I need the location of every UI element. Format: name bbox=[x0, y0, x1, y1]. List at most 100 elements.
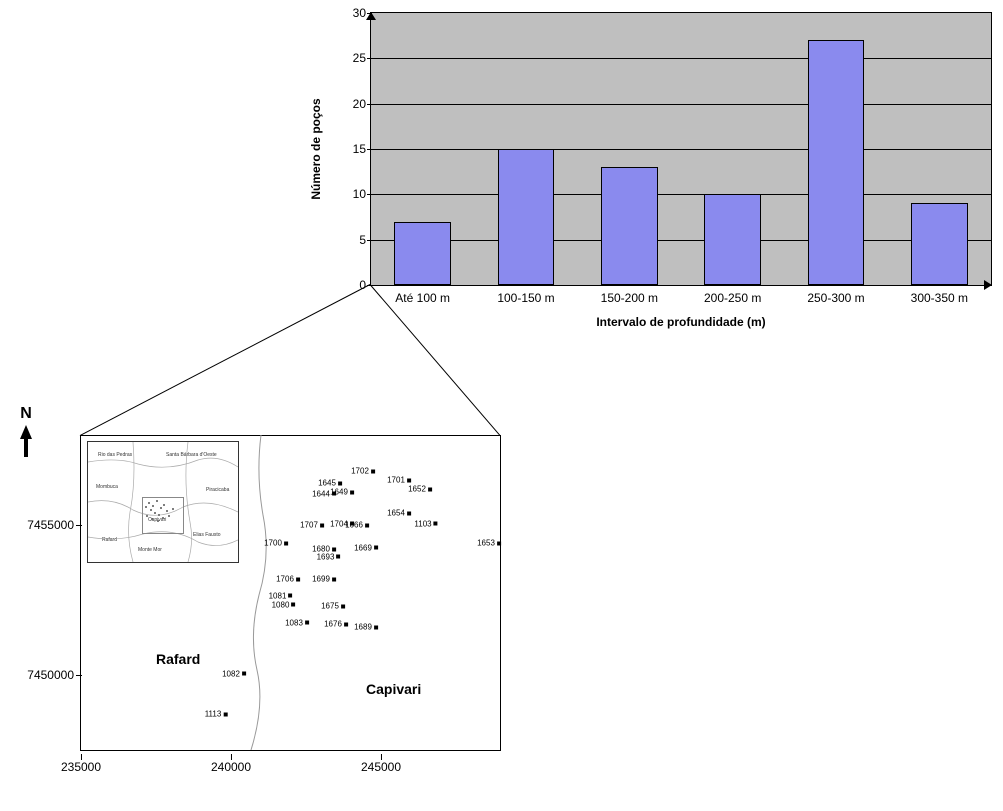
well-point: 1675 bbox=[321, 602, 345, 611]
map-x-tick-label: 235000 bbox=[61, 760, 101, 774]
well-point: 1666 bbox=[345, 521, 369, 530]
bar bbox=[911, 203, 968, 285]
well-marker-icon bbox=[338, 481, 342, 485]
well-id-label: 1693 bbox=[317, 552, 335, 561]
y-tick-label: 5 bbox=[306, 233, 366, 247]
well-marker-icon bbox=[407, 511, 411, 515]
well-id-label: 1676 bbox=[324, 620, 342, 629]
map-plot-area: Rio das Pedras Santa Bárbara d'Oeste Mom… bbox=[80, 435, 501, 751]
x-axis-arrow-icon bbox=[984, 280, 992, 290]
well-id-label: 1644 bbox=[312, 489, 330, 498]
inset-map: Rio das Pedras Santa Bárbara d'Oeste Mom… bbox=[87, 441, 239, 563]
well-marker-icon bbox=[291, 603, 295, 607]
well-id-label: 1103 bbox=[414, 519, 431, 528]
well-point: 1654 bbox=[387, 509, 411, 518]
well-id-label: 1669 bbox=[354, 543, 372, 552]
x-tick-label: 150-200 m bbox=[601, 285, 658, 305]
well-point: 1081 bbox=[269, 591, 293, 600]
well-id-label: 1652 bbox=[408, 485, 426, 494]
well-marker-icon bbox=[305, 621, 309, 625]
gridline bbox=[371, 194, 991, 195]
bar bbox=[394, 222, 451, 285]
well-id-label: 1082 bbox=[222, 669, 240, 678]
x-axis-label: Intervalo de profundidade (m) bbox=[596, 315, 765, 329]
well-marker-icon bbox=[374, 546, 378, 550]
well-marker-icon bbox=[434, 522, 438, 526]
well-marker-icon bbox=[332, 547, 336, 551]
well-marker-icon bbox=[336, 555, 340, 559]
well-marker-icon bbox=[341, 604, 345, 608]
well-id-label: 1080 bbox=[272, 600, 290, 609]
well-marker-icon bbox=[288, 594, 292, 598]
bar bbox=[601, 167, 658, 285]
well-point: 1652 bbox=[408, 485, 432, 494]
well-point: 1113 bbox=[205, 710, 228, 719]
bar bbox=[808, 40, 865, 285]
well-point: 1701 bbox=[387, 476, 411, 485]
well-point: 1669 bbox=[354, 543, 378, 552]
well-marker-icon bbox=[296, 577, 300, 581]
well-marker-icon bbox=[320, 523, 324, 527]
gridline bbox=[371, 104, 991, 105]
well-marker-icon bbox=[365, 523, 369, 527]
well-marker-icon bbox=[428, 487, 432, 491]
well-id-label: 1649 bbox=[330, 488, 348, 497]
map-panel: N Rio das Pedras Santa Bárbara d'Oeste M… bbox=[53, 405, 533, 795]
x-tick-label: 250-300 m bbox=[807, 285, 864, 305]
y-tick-label: 20 bbox=[306, 97, 366, 111]
north-label: N bbox=[20, 405, 32, 423]
well-marker-icon bbox=[407, 478, 411, 482]
well-id-label: 1702 bbox=[351, 467, 369, 476]
map-x-tick-label: 245000 bbox=[361, 760, 401, 774]
well-point: 1676 bbox=[324, 620, 348, 629]
well-point: 1689 bbox=[354, 623, 378, 632]
well-point: 1082 bbox=[222, 669, 246, 678]
well-point: 1693 bbox=[317, 552, 341, 561]
well-id-label: 1706 bbox=[276, 575, 294, 584]
well-marker-icon bbox=[223, 712, 227, 716]
x-tick-label: Até 100 m bbox=[395, 285, 450, 305]
gridline bbox=[371, 240, 991, 241]
well-id-label: 1675 bbox=[321, 602, 339, 611]
well-point: 1653 bbox=[477, 539, 501, 548]
well-point: 1083 bbox=[285, 618, 309, 627]
well-marker-icon bbox=[344, 622, 348, 626]
well-point: 1699 bbox=[312, 575, 336, 584]
well-id-label: 1113 bbox=[205, 710, 222, 719]
well-point: 1080 bbox=[272, 600, 296, 609]
well-point: 1702 bbox=[351, 467, 375, 476]
well-id-label: 1081 bbox=[269, 591, 287, 600]
well-marker-icon bbox=[242, 672, 246, 676]
well-point: 1706 bbox=[276, 575, 300, 584]
well-id-label: 1083 bbox=[285, 618, 303, 627]
bar-chart: Número de poços Intervalo de profundidad… bbox=[300, 0, 1003, 370]
well-id-label: 1701 bbox=[387, 476, 405, 485]
well-point: 1645 bbox=[318, 479, 342, 488]
y-tick-label: 15 bbox=[306, 142, 366, 156]
well-point: 1700 bbox=[264, 539, 288, 548]
region-label: Capivari bbox=[366, 681, 421, 697]
well-id-label: 1645 bbox=[318, 479, 336, 488]
well-marker-icon bbox=[371, 469, 375, 473]
well-marker-icon bbox=[374, 625, 378, 629]
gridline bbox=[371, 58, 991, 59]
well-marker-icon bbox=[332, 577, 336, 581]
well-marker-icon bbox=[350, 490, 354, 494]
well-id-label: 1700 bbox=[264, 539, 282, 548]
region-label: Rafard bbox=[156, 651, 200, 667]
y-tick-label: 10 bbox=[306, 187, 366, 201]
x-tick-label: 100-150 m bbox=[497, 285, 554, 305]
well-point: 1707 bbox=[300, 521, 324, 530]
north-arrow-icon: N bbox=[20, 405, 32, 457]
x-tick-label: 300-350 m bbox=[911, 285, 968, 305]
well-marker-icon bbox=[284, 541, 288, 545]
y-tick-label: 30 bbox=[306, 6, 366, 20]
map-y-tick-label: 7455000 bbox=[19, 518, 74, 532]
well-id-label: 1653 bbox=[477, 539, 495, 548]
x-tick-label: 200-250 m bbox=[704, 285, 761, 305]
gridline bbox=[371, 149, 991, 150]
well-id-label: 1654 bbox=[387, 509, 405, 518]
bar-chart-plot-area: Número de poços Intervalo de profundidad… bbox=[370, 12, 992, 286]
bar bbox=[704, 194, 761, 285]
bar bbox=[498, 149, 555, 285]
